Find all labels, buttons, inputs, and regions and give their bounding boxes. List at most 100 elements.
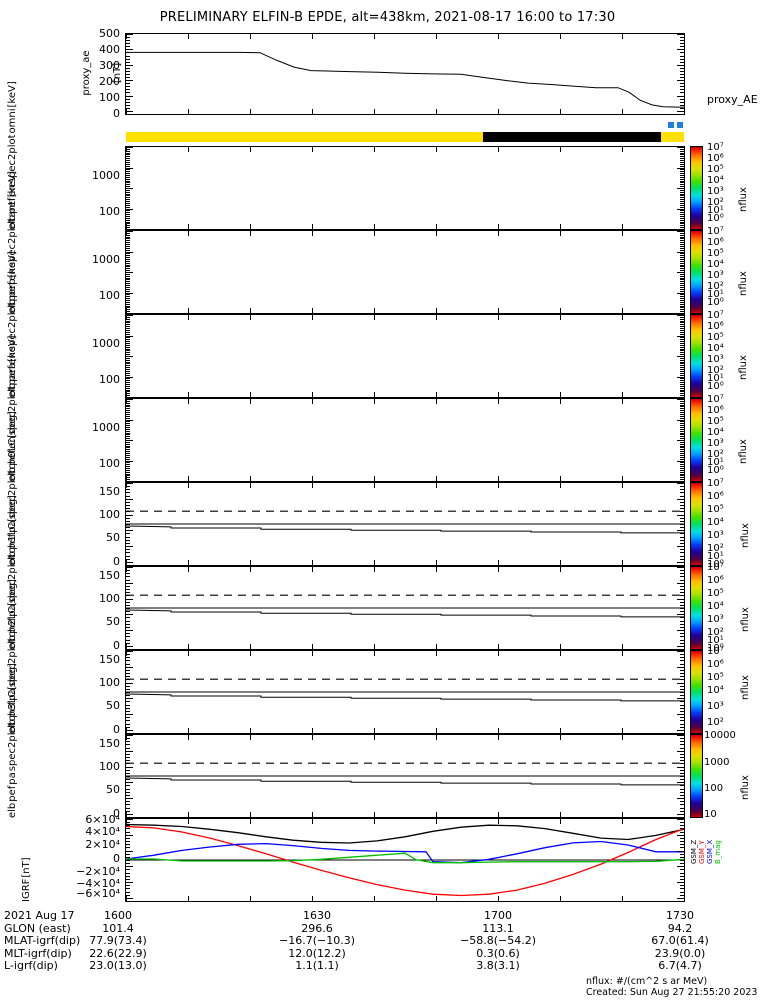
igrf-series-gsmx xyxy=(126,840,684,864)
pa-ch0-ytick-50: 50 xyxy=(106,531,120,544)
pa-ch1-ytick-50: 50 xyxy=(106,615,120,628)
axis-tick xyxy=(126,496,130,497)
axis-tick xyxy=(677,546,684,547)
axis-tick xyxy=(680,770,684,771)
cb-ch2-l6: 10⁶ xyxy=(707,659,724,670)
axis-tick xyxy=(126,194,130,195)
axis-tick xyxy=(126,748,130,749)
axis-tick xyxy=(680,847,684,848)
axis-tick xyxy=(126,433,130,434)
axis-tick xyxy=(126,83,130,84)
axis-tick xyxy=(680,570,684,571)
axis-tick xyxy=(126,192,130,193)
axis-tick xyxy=(126,640,130,641)
axis-tick xyxy=(126,408,130,409)
en-omni-t5: [keV] xyxy=(7,81,18,108)
axis-tick xyxy=(680,237,684,238)
axis-tick xyxy=(680,434,684,435)
axis-tick-x xyxy=(312,644,313,649)
axis-tick xyxy=(680,238,684,239)
axis-tick xyxy=(680,192,684,193)
axis-tick-x xyxy=(374,476,375,481)
pa-ch2-t5: [deg] xyxy=(7,579,18,606)
axis-tick xyxy=(126,470,130,471)
pa-ch0-t5: [deg] xyxy=(7,411,18,438)
axis-tick xyxy=(680,151,684,152)
axis-tick xyxy=(680,679,684,680)
axis-tick xyxy=(677,34,684,35)
axis-tick xyxy=(126,657,130,658)
axis-tick xyxy=(680,105,684,106)
colorbar-en-para-gradient xyxy=(691,399,702,481)
axis-tick xyxy=(126,814,133,815)
axis-tick-x xyxy=(126,399,127,404)
axis-tick xyxy=(677,293,684,294)
axis-tick xyxy=(126,630,133,631)
coverage-seg-black xyxy=(482,132,662,142)
axis-tick xyxy=(680,410,684,411)
axis-tick xyxy=(680,559,684,560)
axis-tick xyxy=(677,168,684,169)
igrf-traces xyxy=(126,823,684,897)
axis-tick xyxy=(680,828,684,829)
footer-col2-mlat: −58.8(−54.2) xyxy=(459,934,536,948)
axis-tick xyxy=(126,524,130,525)
axis-tick-x xyxy=(250,308,251,313)
axis-tick-x xyxy=(622,476,623,481)
axis-tick xyxy=(126,201,130,202)
axis-tick xyxy=(126,633,130,634)
axis-tick xyxy=(126,311,130,312)
axis-tick-x xyxy=(374,560,375,565)
axis-tick xyxy=(680,186,684,187)
axis-tick xyxy=(680,860,684,861)
axis-tick xyxy=(680,378,684,379)
axis-tick xyxy=(126,34,133,35)
axis-tick xyxy=(126,354,130,355)
axis-tick xyxy=(126,466,130,467)
axis-tick xyxy=(126,317,130,318)
pa-ch3-t4: ch3LC xyxy=(7,690,18,722)
axis-tick-x xyxy=(622,735,623,740)
axis-tick xyxy=(126,222,130,223)
axis-tick xyxy=(680,83,684,84)
igrf-t1: [nT] xyxy=(21,857,32,878)
axis-tick xyxy=(126,489,130,490)
axis-tick xyxy=(680,195,684,196)
axis-tick xyxy=(126,646,133,647)
axis-tick xyxy=(126,65,133,66)
data-coverage-bar xyxy=(126,132,684,142)
cb-ch2-l3: 10³ xyxy=(707,701,724,712)
axis-tick xyxy=(680,649,684,650)
axis-tick xyxy=(677,714,684,715)
axis-tick xyxy=(126,425,130,426)
axis-tick xyxy=(126,179,130,180)
axis-tick-x xyxy=(498,34,499,39)
axis-tick-x xyxy=(312,231,313,236)
axis-tick xyxy=(680,408,684,409)
axis-tick-x xyxy=(188,567,189,572)
axis-tick-x xyxy=(312,399,313,404)
axis-tick-x xyxy=(436,567,437,572)
axis-tick-x xyxy=(250,560,251,565)
axis-tick xyxy=(126,378,130,379)
igrf-legend-bmag: B_mag xyxy=(714,840,722,864)
axis-tick xyxy=(680,371,684,372)
axis-tick-x xyxy=(188,315,189,320)
axis-tick xyxy=(680,341,684,342)
axis-tick xyxy=(126,599,133,600)
axis-tick xyxy=(126,552,130,553)
footer-col0-glon: 101.4 xyxy=(102,921,134,935)
cb-anti-l5: 10⁵ xyxy=(707,248,724,259)
axis-tick xyxy=(126,683,133,684)
axis-tick xyxy=(677,646,684,647)
axis-tick xyxy=(680,384,684,385)
axis-tick-x xyxy=(188,728,189,733)
axis-tick xyxy=(126,102,130,103)
axis-tick-x xyxy=(312,308,313,313)
cb-para-l5: 10⁵ xyxy=(707,416,724,427)
axis-tick xyxy=(126,508,130,509)
colorbar-en-omni xyxy=(690,146,703,230)
axis-tick-x xyxy=(560,231,561,236)
axis-tick xyxy=(126,481,133,482)
axis-tick xyxy=(126,505,130,506)
